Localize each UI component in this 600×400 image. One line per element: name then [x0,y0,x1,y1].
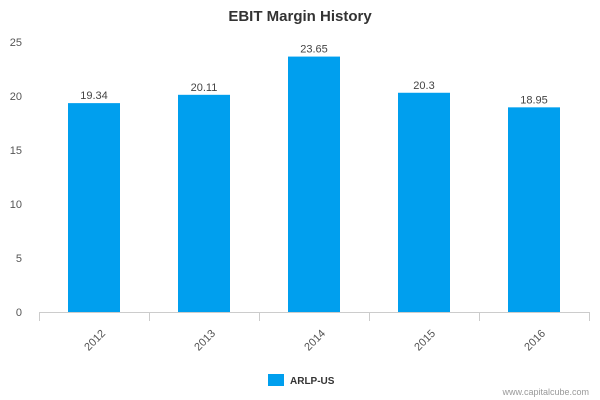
bar-2016[interactable] [508,107,560,312]
bar-2013[interactable] [178,94,230,312]
data-label: 20.3 [413,80,434,92]
bar-series: 19.34 20.11 23.65 20.3 18.95 [68,44,560,313]
data-label: 23.65 [300,44,328,56]
legend[interactable]: ARLP-US [268,374,335,387]
chart-title: EBIT Margin History [228,8,372,25]
y-tick-label: 15 [10,145,22,157]
y-tick-label: 10 [10,199,22,211]
y-tick-label: 20 [10,91,22,103]
data-label: 18.95 [520,94,548,106]
y-axis: 0 5 10 15 20 25 [10,37,22,319]
x-tick-label: 2013 [192,328,218,354]
bar-2014[interactable] [288,56,340,312]
legend-label: ARLP-US [290,376,335,387]
legend-swatch [268,374,284,386]
data-label: 20.11 [191,82,218,94]
x-tick-label: 2012 [82,328,108,354]
y-tick-label: 5 [16,253,22,265]
x-tick-label: 2015 [412,328,438,354]
y-tick-label: 25 [10,37,22,49]
bar-2012[interactable] [68,103,120,313]
x-axis: 2012 2013 2014 2015 2016 [39,312,590,353]
data-label: 19.34 [80,90,108,102]
credit-text: www.capitalcube.com [501,387,589,397]
bar-2015[interactable] [398,92,450,312]
y-tick-label: 0 [16,307,22,319]
x-tick-label: 2014 [302,328,328,354]
x-tick-label: 2016 [522,328,548,354]
